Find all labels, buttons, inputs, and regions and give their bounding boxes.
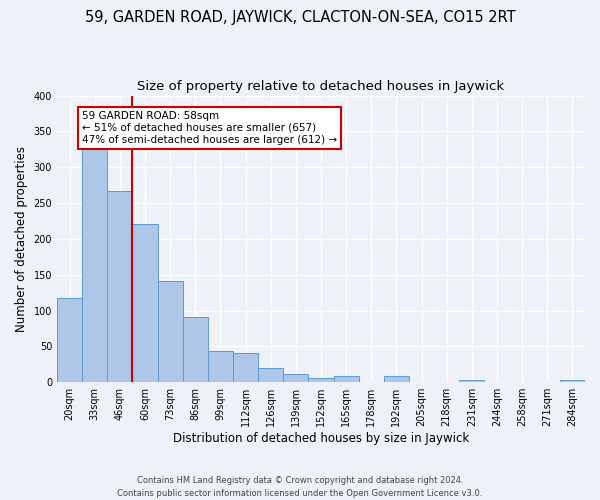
Bar	[57, 298, 82, 382]
Bar	[133, 224, 158, 382]
Bar	[208, 350, 233, 382]
Text: 59, GARDEN ROAD, JAYWICK, CLACTON-ON-SEA, CO15 2RT: 59, GARDEN ROAD, JAYWICK, CLACTON-ON-SEA…	[85, 10, 515, 25]
Text: 59 GARDEN ROAD: 58sqm
← 51% of detached houses are smaller (657)
47% of semi-det: 59 GARDEN ROAD: 58sqm ← 51% of detached …	[82, 112, 337, 144]
Bar	[459, 380, 484, 382]
Bar	[258, 368, 283, 382]
Bar	[183, 317, 208, 382]
Bar	[308, 378, 334, 382]
Bar	[560, 380, 585, 382]
Bar	[283, 374, 308, 382]
Bar	[384, 376, 409, 382]
Bar	[334, 376, 359, 382]
Y-axis label: Number of detached properties: Number of detached properties	[15, 146, 28, 332]
Text: Contains HM Land Registry data © Crown copyright and database right 2024.
Contai: Contains HM Land Registry data © Crown c…	[118, 476, 482, 498]
Bar	[158, 281, 183, 382]
X-axis label: Distribution of detached houses by size in Jaywick: Distribution of detached houses by size …	[173, 432, 469, 445]
Bar	[233, 353, 258, 382]
Bar	[82, 144, 107, 382]
Bar	[107, 191, 133, 382]
Title: Size of property relative to detached houses in Jaywick: Size of property relative to detached ho…	[137, 80, 505, 93]
